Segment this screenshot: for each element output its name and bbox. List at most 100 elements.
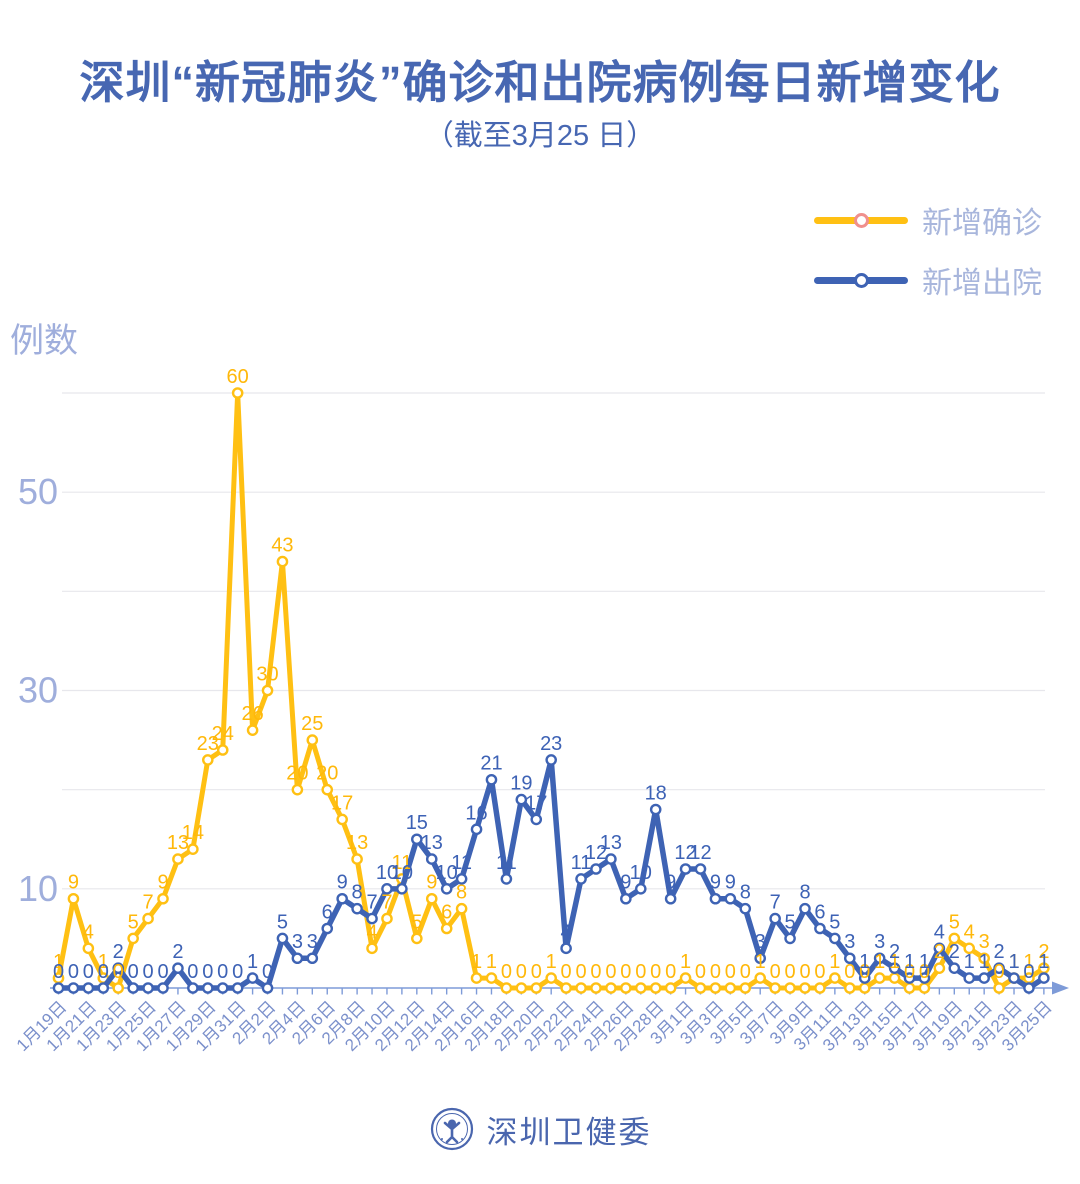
discharged-point <box>216 982 229 994</box>
confirmed-point <box>351 853 363 865</box>
discharged-value-label: 8 <box>740 882 751 904</box>
discharged-value-label: 12 <box>689 842 711 864</box>
discharged-value-label: 1 <box>904 951 915 973</box>
discharged-value-label: 1 <box>964 951 975 973</box>
discharged-point <box>993 962 1005 974</box>
confirmed-point <box>440 922 453 935</box>
confirmed-value-label: 3 <box>979 931 990 953</box>
discharged-point <box>306 952 319 965</box>
discharged-point <box>276 932 289 945</box>
discharged-value-label: 13 <box>421 832 443 854</box>
discharged-point <box>336 892 348 905</box>
confirmed-value-label: 1 <box>471 951 482 973</box>
discharged-point <box>455 873 468 885</box>
confirmed-point <box>545 972 557 984</box>
confirmed-point <box>620 982 632 994</box>
discharged-point <box>127 982 139 994</box>
discharged-value-label: 13 <box>600 832 622 854</box>
confirmed-value-label: 1 <box>874 951 885 973</box>
discharged-value-label: 10 <box>376 862 398 884</box>
confirmed-point <box>649 982 662 994</box>
discharged-point <box>1008 972 1020 984</box>
confirmed-point <box>829 972 841 984</box>
discharged-value-label: 9 <box>725 872 736 894</box>
confirmed-point <box>814 982 826 994</box>
confirmed-value-label: 0 <box>605 961 616 983</box>
discharged-value-label: 0 <box>1023 961 1034 983</box>
confirmed-point <box>157 892 169 905</box>
confirmed-point <box>978 952 990 965</box>
confirmed-value-label: 2 <box>1038 941 1049 963</box>
confirmed-point <box>694 982 707 994</box>
confirmed-value-label: 6 <box>441 901 452 923</box>
discharged-point <box>425 853 438 865</box>
confirmed-value-label: 24 <box>212 723 234 745</box>
confirmed-value-label: 0 <box>516 961 527 983</box>
confirmed-point <box>336 813 348 826</box>
confirmed-point <box>605 982 617 994</box>
discharged-point <box>784 932 796 945</box>
discharged-value-label: 0 <box>202 961 213 983</box>
discharged-point <box>634 883 647 895</box>
confirmed-value-label: 0 <box>725 961 736 983</box>
discharged-point <box>157 982 169 994</box>
discharged-value-label: 12 <box>674 842 696 864</box>
discharged-value-label: 3 <box>292 931 303 953</box>
legend-label-discharged: 新增出院 <box>922 267 1042 300</box>
confirmed-value-label: 2 <box>934 941 945 963</box>
legend-item-discharged: 新增出院 <box>814 258 1042 302</box>
discharged-point <box>231 982 244 994</box>
discharged-value-label: 7 <box>366 892 377 914</box>
discharged-point <box>515 793 528 806</box>
confirmed-point <box>231 387 244 399</box>
discharged-value-label: 0 <box>53 961 64 983</box>
confirmed-value-label: 0 <box>844 961 855 983</box>
confirmed-point <box>709 982 722 994</box>
discharged-value-label: 2 <box>889 941 900 963</box>
confirmed-line-swatch <box>814 212 908 228</box>
confirmed-value-label: 1 <box>755 951 766 973</box>
confirmed-value-label: 1 <box>486 951 497 973</box>
confirmed-value-label: 0 <box>620 961 631 983</box>
confirmed-point <box>634 982 647 994</box>
discharged-value-label: 3 <box>874 931 885 953</box>
discharged-value-label: 3 <box>307 931 318 953</box>
confirmed-point <box>679 972 692 984</box>
confirmed-point <box>754 972 767 984</box>
confirmed-value-label: 0 <box>770 961 781 983</box>
confirmed-value-label: 0 <box>904 961 915 983</box>
confirmed-value-label: 11 <box>392 852 413 874</box>
confirmed-value-label: 9 <box>426 872 437 894</box>
discharged-point <box>82 982 95 994</box>
confirmed-point <box>142 912 154 925</box>
discharged-point <box>291 952 304 965</box>
discharged-point <box>903 972 916 984</box>
discharged-point <box>321 922 334 935</box>
confirmed-value-label: 0 <box>859 961 870 983</box>
confirmed-value-label: 14 <box>182 822 204 844</box>
confirmed-point <box>500 982 513 994</box>
discharged-point <box>67 982 80 994</box>
confirmed-point <box>590 982 602 994</box>
confirmed-point <box>381 912 393 925</box>
confirmed-point <box>784 982 796 994</box>
y-tick-label: 30 <box>18 669 58 710</box>
confirmed-value-label: 60 <box>227 366 249 388</box>
discharged-value-label: 0 <box>217 961 228 983</box>
discharged-point <box>918 972 931 984</box>
discharged-point <box>679 863 692 875</box>
confirmed-value-label: 0 <box>531 961 542 983</box>
confirmed-value-label: 0 <box>665 961 676 983</box>
discharged-point <box>620 892 632 905</box>
discharged-value-label: 5 <box>829 911 840 933</box>
confirmed-point <box>201 754 214 766</box>
page-subtitle: （截至3月25 日） <box>424 120 656 152</box>
discharged-point <box>545 754 557 766</box>
confirmed-point <box>724 982 737 994</box>
discharged-value-label: 5 <box>785 911 796 933</box>
discharged-value-label: 2 <box>994 941 1005 963</box>
confirmed-point <box>664 982 677 994</box>
confirmed-value-label: 0 <box>710 961 721 983</box>
discharged-value-label: 0 <box>187 961 198 983</box>
confirmed-value-label: 1 <box>680 951 691 973</box>
